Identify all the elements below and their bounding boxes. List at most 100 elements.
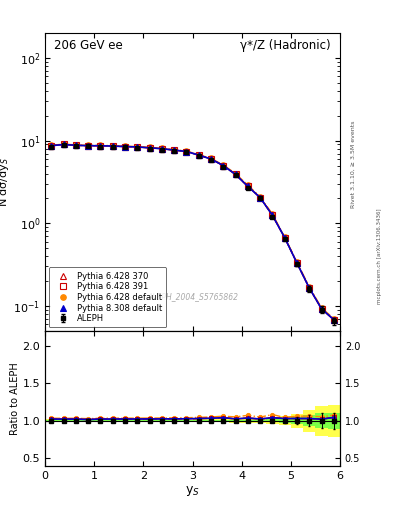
Pythia 6.428 370 bbox=[319, 306, 324, 312]
Pythia 6.428 370 bbox=[295, 260, 299, 266]
Pythia 8.308 default bbox=[123, 143, 127, 150]
Pythia 6.428 391 bbox=[209, 156, 213, 162]
Text: 206 GeV ee: 206 GeV ee bbox=[54, 39, 123, 52]
Pythia 6.428 default bbox=[135, 143, 140, 150]
Pythia 6.428 391 bbox=[319, 306, 324, 312]
Pythia 8.308 default bbox=[307, 285, 312, 291]
Pythia 6.428 391 bbox=[73, 142, 78, 148]
Pythia 6.428 default bbox=[61, 141, 66, 147]
Pythia 6.428 default bbox=[172, 146, 176, 153]
Pythia 8.308 default bbox=[160, 145, 164, 152]
Pythia 6.428 370 bbox=[196, 152, 201, 158]
Pythia 6.428 370 bbox=[73, 142, 78, 148]
Pythia 6.428 391 bbox=[172, 147, 176, 153]
Pythia 8.308 default bbox=[258, 195, 263, 201]
Text: Rivet 3.1.10, ≥ 3.5M events: Rivet 3.1.10, ≥ 3.5M events bbox=[351, 120, 356, 207]
Pythia 6.428 391 bbox=[270, 212, 275, 218]
Pythia 8.308 default bbox=[61, 141, 66, 147]
Pythia 6.428 default bbox=[110, 143, 115, 149]
Pythia 6.428 default bbox=[331, 315, 336, 322]
X-axis label: y$_S$: y$_S$ bbox=[185, 483, 200, 498]
Pythia 6.428 391 bbox=[221, 162, 226, 168]
Legend: Pythia 6.428 370, Pythia 6.428 391, Pythia 6.428 default, Pythia 8.308 default, : Pythia 6.428 370, Pythia 6.428 391, Pyth… bbox=[48, 267, 166, 327]
Line: Pythia 6.428 default: Pythia 6.428 default bbox=[49, 141, 336, 322]
Pythia 6.428 391 bbox=[246, 183, 250, 189]
Pythia 8.308 default bbox=[147, 145, 152, 151]
Pythia 6.428 391 bbox=[307, 285, 312, 291]
Pythia 8.308 default bbox=[98, 143, 103, 149]
Line: Pythia 8.308 default: Pythia 8.308 default bbox=[49, 142, 336, 323]
Pythia 6.428 391 bbox=[184, 148, 189, 155]
Pythia 6.428 370 bbox=[258, 195, 263, 201]
Pythia 6.428 default bbox=[184, 148, 189, 154]
Pythia 6.428 391 bbox=[98, 143, 103, 149]
Pythia 8.308 default bbox=[73, 142, 78, 148]
Pythia 6.428 default bbox=[233, 170, 238, 177]
Pythia 8.308 default bbox=[86, 143, 90, 149]
Pythia 6.428 default bbox=[209, 155, 213, 161]
Pythia 8.308 default bbox=[331, 316, 336, 323]
Text: γ*/Z (Hadronic): γ*/Z (Hadronic) bbox=[241, 39, 331, 52]
Pythia 6.428 370 bbox=[233, 172, 238, 178]
Pythia 6.428 370 bbox=[172, 147, 176, 153]
Pythia 6.428 391 bbox=[135, 144, 140, 150]
Pythia 8.308 default bbox=[196, 152, 201, 158]
Pythia 6.428 370 bbox=[61, 141, 66, 147]
Pythia 6.428 370 bbox=[209, 156, 213, 162]
Pythia 8.308 default bbox=[135, 144, 140, 150]
Pythia 6.428 370 bbox=[49, 143, 54, 149]
Line: Pythia 6.428 391: Pythia 6.428 391 bbox=[49, 142, 336, 323]
Pythia 6.428 391 bbox=[123, 143, 127, 150]
Pythia 8.308 default bbox=[172, 147, 176, 153]
Pythia 6.428 370 bbox=[184, 148, 189, 155]
Text: ALEPH_2004_S5765862: ALEPH_2004_S5765862 bbox=[147, 292, 238, 301]
Pythia 6.428 default bbox=[221, 162, 226, 168]
Pythia 6.428 391 bbox=[258, 195, 263, 201]
Pythia 6.428 default bbox=[246, 182, 250, 188]
Line: Pythia 6.428 370: Pythia 6.428 370 bbox=[49, 142, 336, 323]
Pythia 6.428 370 bbox=[246, 183, 250, 189]
Pythia 8.308 default bbox=[319, 306, 324, 312]
Pythia 6.428 default bbox=[307, 284, 312, 290]
Text: mcplots.cern.ch [arXiv:1306.3436]: mcplots.cern.ch [arXiv:1306.3436] bbox=[377, 208, 382, 304]
Pythia 8.308 default bbox=[246, 183, 250, 189]
Pythia 6.428 default bbox=[73, 142, 78, 148]
Pythia 6.428 391 bbox=[282, 234, 287, 241]
Pythia 6.428 370 bbox=[147, 145, 152, 151]
Pythia 6.428 370 bbox=[123, 143, 127, 150]
Pythia 6.428 370 bbox=[331, 316, 336, 323]
Pythia 6.428 391 bbox=[295, 260, 299, 266]
Pythia 6.428 default bbox=[160, 145, 164, 152]
Pythia 8.308 default bbox=[110, 143, 115, 149]
Pythia 8.308 default bbox=[49, 143, 54, 149]
Pythia 6.428 391 bbox=[49, 143, 54, 149]
Pythia 8.308 default bbox=[282, 234, 287, 241]
Pythia 6.428 default bbox=[123, 143, 127, 149]
Pythia 6.428 default bbox=[98, 142, 103, 148]
Pythia 6.428 370 bbox=[110, 143, 115, 149]
Pythia 6.428 370 bbox=[282, 234, 287, 241]
Y-axis label: Ratio to ALEPH: Ratio to ALEPH bbox=[10, 362, 20, 435]
Pythia 6.428 391 bbox=[61, 141, 66, 147]
Pythia 6.428 391 bbox=[147, 145, 152, 151]
Pythia 6.428 370 bbox=[98, 143, 103, 149]
Pythia 6.428 default bbox=[86, 142, 90, 148]
Pythia 8.308 default bbox=[270, 212, 275, 218]
Pythia 6.428 default bbox=[49, 142, 54, 148]
Pythia 6.428 391 bbox=[233, 172, 238, 178]
Pythia 6.428 default bbox=[319, 305, 324, 311]
Pythia 6.428 default bbox=[147, 144, 152, 151]
Pythia 8.308 default bbox=[295, 260, 299, 266]
Pythia 8.308 default bbox=[209, 156, 213, 162]
Pythia 6.428 default bbox=[258, 194, 263, 200]
Pythia 6.428 default bbox=[295, 259, 299, 265]
Pythia 6.428 default bbox=[196, 152, 201, 158]
Pythia 6.428 391 bbox=[86, 143, 90, 149]
Pythia 6.428 370 bbox=[270, 212, 275, 218]
Pythia 6.428 370 bbox=[307, 285, 312, 291]
Pythia 6.428 default bbox=[270, 211, 275, 217]
Y-axis label: N dσ/dy$_S$: N dσ/dy$_S$ bbox=[0, 157, 11, 207]
Pythia 6.428 391 bbox=[196, 152, 201, 158]
Pythia 6.428 default bbox=[282, 234, 287, 240]
Pythia 6.428 391 bbox=[110, 143, 115, 149]
